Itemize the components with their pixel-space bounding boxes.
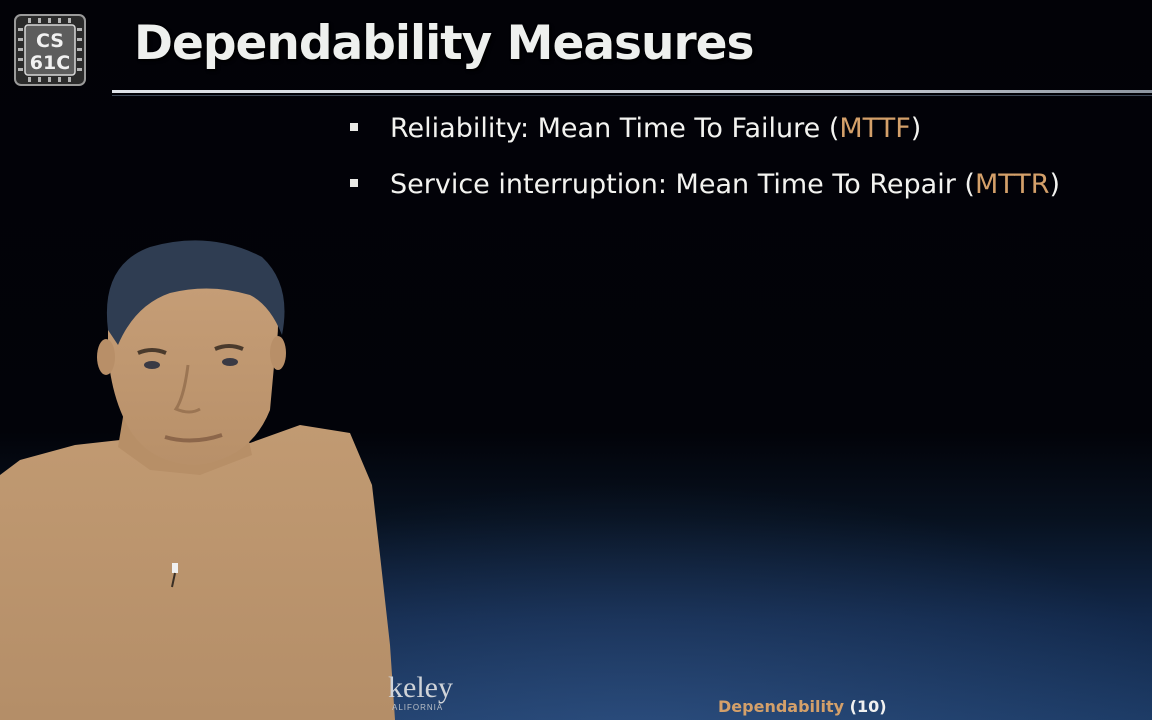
logo-line2: 61C [30, 52, 70, 74]
speaker-brow [137, 348, 167, 355]
lapel-microphone [172, 563, 178, 573]
berkeley-subline: ALIFORNIA [392, 703, 444, 712]
bullet-item-reliability: Reliability: Mean Time To Failure (MTTF) [348, 108, 1060, 164]
speaker-ear [270, 336, 286, 370]
bullet-text-end: ) [1049, 169, 1061, 200]
title-divider [112, 90, 1152, 93]
title-divider-shadow [112, 95, 1152, 96]
lecturer-video-inset [0, 240, 395, 720]
bullet-text: Service interruption: Mean Time To Repai… [390, 169, 975, 200]
bullet-item-service-interruption: Service interruption: Mean Time To Repai… [348, 164, 1060, 220]
footer-topic: Dependability [718, 697, 845, 716]
slide-title: Dependability Measures [134, 16, 754, 71]
speaker-hair [106, 240, 285, 345]
slide-footer: Dependability (10) [718, 697, 887, 716]
bullet-list: Reliability: Mean Time To Failure (MTTF)… [348, 108, 1060, 220]
berkeley-wordmark: keley [388, 671, 453, 704]
square-bullet-icon [350, 123, 358, 131]
speaker-eye [222, 358, 238, 366]
footer-page-number: (10) [844, 697, 887, 716]
acronym-mttf: MTTF [839, 113, 911, 144]
bullet-text: Reliability: Mean Time To Failure ( [390, 113, 840, 144]
speaker-mouth [164, 433, 223, 443]
cs61c-chip-logo: CS 61C [14, 14, 86, 86]
microphone-cable [171, 572, 176, 588]
speaker-eye [144, 361, 160, 369]
speaker-nose [173, 364, 201, 414]
speaker-shirt [0, 425, 395, 720]
square-bullet-icon [350, 179, 358, 187]
speaker-ear [97, 339, 115, 375]
acronym-mttr: MTTR [974, 169, 1050, 200]
bullet-text-end: ) [910, 113, 922, 144]
logo-line1: CS [36, 30, 64, 52]
speaker-brow [214, 344, 244, 351]
